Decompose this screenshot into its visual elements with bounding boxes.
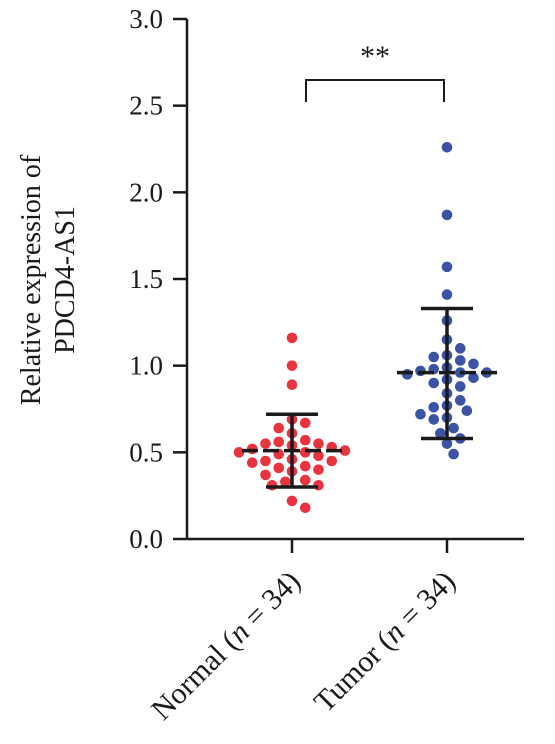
tumor-point: [441, 141, 453, 153]
normal-point: [299, 434, 311, 446]
normal-point: [260, 469, 271, 481]
tumor-point: [441, 289, 453, 300]
tumor-point: [448, 448, 459, 460]
y-tick-label: 3.0: [129, 4, 163, 34]
y-axis-label-line2: PDCD4-AS1: [50, 206, 81, 354]
normal-point: [260, 438, 271, 449]
normal-point: [286, 360, 298, 371]
normal-point: [246, 457, 258, 469]
tumor-point: [435, 427, 446, 439]
normal-point: [299, 460, 311, 472]
y-tick-label: 0.0: [129, 524, 163, 554]
tumor-point: [428, 377, 440, 389]
significance-bracket: [305, 79, 445, 102]
tumor-point: [441, 438, 453, 449]
y-tick-label: 2.5: [129, 91, 163, 121]
normal-point: [313, 438, 324, 449]
tumor-point: [448, 422, 459, 434]
tumor-point: [454, 355, 466, 366]
normal-point: [313, 464, 324, 475]
y-tick-label: 0.5: [129, 437, 163, 467]
normal-point: [233, 447, 245, 458]
normal-point: [286, 332, 298, 344]
normal-point: [313, 450, 324, 462]
x-category-label-name: Tumor (: [308, 626, 401, 719]
normal-point: [299, 502, 311, 514]
x-axis: Normal (n = 34)Tumor (n = 34): [145, 537, 524, 727]
x-category-label-name: Normal (: [145, 626, 246, 727]
normal-point: [299, 474, 311, 486]
tumor-point: [428, 401, 440, 413]
y-tick-label: 2.0: [129, 177, 163, 207]
y-tick-label: 1.5: [129, 264, 163, 294]
tumor-point: [454, 343, 466, 354]
tumor-point: [441, 261, 453, 273]
normal-point: [339, 445, 351, 456]
x-category-label-count: = 34): [233, 565, 307, 639]
normal-point: [286, 379, 298, 391]
tumor-point: [441, 209, 453, 221]
tumor-point: [461, 405, 473, 417]
y-axis-label: Relative expression of PDCD4-AS1: [16, 154, 81, 405]
x-category-label: Normal (n = 34): [145, 565, 307, 727]
x-category-label-count: = 34): [388, 565, 462, 639]
normal-point: [260, 455, 271, 467]
tumor-point: [415, 408, 426, 420]
error-bars: [242, 306, 497, 489]
tumor-point: [468, 372, 479, 384]
tumor-point: [468, 358, 479, 370]
y-tick-label: 1.0: [129, 351, 163, 381]
tumor-point: [428, 414, 440, 425]
significance-annotation: **: [305, 40, 445, 102]
normal-point: [273, 436, 285, 448]
x-category-label: Tumor (n = 34): [308, 565, 462, 719]
y-axis-label-line1: Relative expression of: [16, 154, 47, 405]
data-points: [233, 141, 493, 514]
normal-point: [286, 495, 298, 507]
y-axis: 0.0 0.5 1.0 1.5 2.0 2.5 3.0 Relative expression…: [16, 4, 189, 554]
tumor-point: [454, 395, 466, 406]
normal-point: [273, 422, 285, 434]
normal-point: [280, 476, 291, 488]
significance-stars: **: [360, 40, 390, 73]
tumor-point: [428, 351, 440, 363]
normal-point: [326, 455, 338, 467]
normal-point: [299, 417, 311, 429]
tumor-point: [454, 381, 466, 392]
normal-point: [273, 462, 285, 474]
